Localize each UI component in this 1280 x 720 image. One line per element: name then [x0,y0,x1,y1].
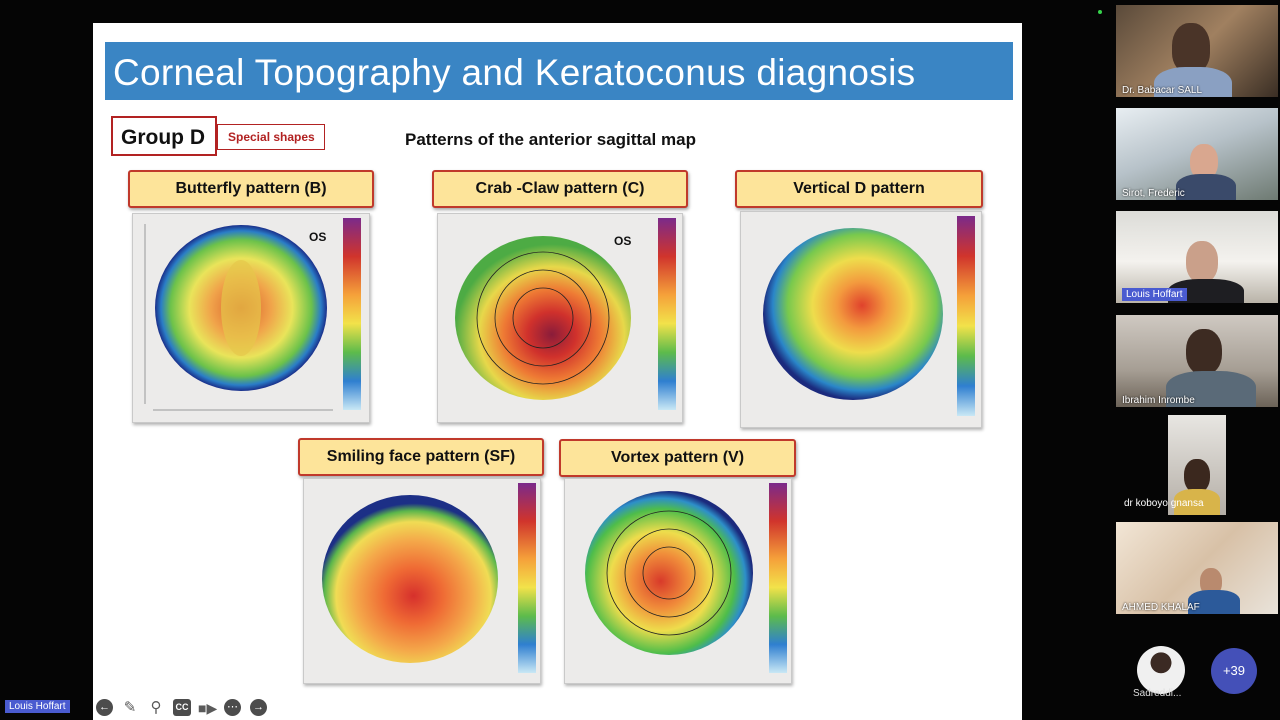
vertical-d-map-image [763,216,975,416]
arrow-right-icon[interactable]: → [250,699,267,716]
group-label-box: Group D [111,116,217,156]
pattern-label-smiling-face: Smiling face pattern (SF) [298,438,544,476]
vortex-map-image [585,483,787,673]
participant-name: Sirot, Frederic [1122,188,1185,199]
participant-avatar [1184,459,1210,493]
group-tag: Special shapes [228,130,315,144]
topography-map-smiling-face [303,478,541,684]
participant-tile[interactable]: Louis Hoffart [1116,211,1278,303]
participant-body [1174,489,1220,515]
slide-title: Corneal Topography and Keratoconus diagn… [113,52,916,93]
pattern-label-butterfly: Butterfly pattern (B) [128,170,374,208]
participant-tile[interactable] [1168,415,1226,515]
participant-name: dr koboyo gnansa [1124,498,1204,509]
closed-caption-icon[interactable]: CC [173,699,191,716]
presentation-slide: Corneal Topography and Keratoconus diagn… [93,23,1022,720]
active-speaker-dot [1098,10,1102,14]
participant-body [1176,174,1236,200]
video-camera-icon[interactable]: ■▶ [198,700,218,716]
topography-map-butterfly: OS [132,213,370,423]
pattern-label-vortex: Vortex pattern (V) [559,439,796,477]
butterfly-map-image [144,218,361,411]
participant-name: Dr. Babacar SALL [1122,85,1203,96]
participant-name: AHMED KHALAF [1122,602,1200,613]
participant-body [1188,590,1240,614]
eye-label-crab-claw: OS [614,234,632,248]
participant-tile[interactable]: AHMED KHALAF [1116,522,1278,614]
topography-map-vortex [564,478,792,684]
topography-map-vertical-d [740,211,982,428]
participant-avatar [1186,329,1222,375]
overflow-participant-avatar[interactable] [1137,646,1185,694]
more-participants-button[interactable]: +39 [1211,648,1257,694]
participant-name: Louis Hoffart [1122,288,1187,301]
arrow-left-icon[interactable]: ← [96,699,113,716]
participant-body [1154,67,1232,97]
slide-subtitle: Patterns of the anterior sagittal map [405,130,696,149]
pattern-label-vertical-d: Vertical D pattern [735,170,983,208]
participant-body [1166,371,1256,407]
participant-name: Ibrahim Inrombe [1122,395,1195,406]
group-label: Group D [121,126,205,149]
magnifier-icon[interactable]: ⚲ [150,699,162,716]
overflow-participant-name: Sadreddi... [1133,688,1182,699]
participant-avatar [1200,568,1222,596]
participant-tile[interactable]: Ibrahim Inrombe [1116,315,1278,407]
topography-map-crab-claw: OS [437,213,683,423]
smiling-face-map-image [322,483,536,673]
participant-avatar [1172,23,1210,73]
participant-tile[interactable]: Sirot, Frederic [1116,108,1278,200]
pen-icon[interactable]: ✎ [123,699,137,716]
slide-title-bar: Corneal Topography and Keratoconus diagn… [105,42,1013,100]
group-tag-box: Special shapes [217,124,325,150]
crab-claw-map-image [455,218,676,410]
participant-avatar [1186,241,1218,283]
participant-tile[interactable]: Dr. Babacar SALL [1116,5,1278,97]
pattern-label-crab-claw: Crab -Claw pattern (C) [432,170,688,208]
eye-label-butterfly: OS [309,230,327,244]
presenter-name-tag: Louis Hoffart [5,700,70,713]
more-icon[interactable]: ⋯ [224,699,241,716]
